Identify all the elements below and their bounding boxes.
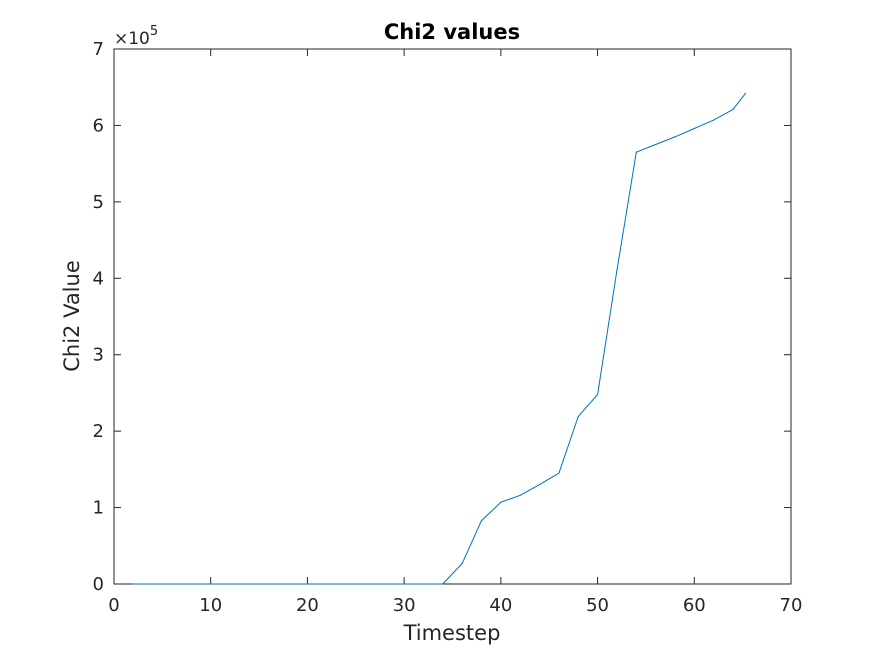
data-point (694, 128, 695, 129)
y-axis-exponent: 5 (150, 24, 158, 39)
x-tick-label: 0 (108, 595, 119, 616)
plot-area (114, 49, 791, 584)
data-point (597, 394, 598, 395)
chart-title: Chi2 values (384, 20, 520, 44)
data-point (520, 495, 521, 496)
data-point (442, 583, 443, 584)
data-point (462, 563, 463, 564)
y-tick-label: 6 (93, 115, 104, 136)
data-point (655, 144, 656, 145)
y-tick-label: 0 (93, 574, 104, 595)
data-point (616, 270, 617, 271)
x-tick-label: 70 (780, 595, 803, 616)
data-point (133, 583, 134, 584)
data-point (404, 583, 405, 584)
data-point (210, 583, 211, 584)
data-point (481, 520, 482, 521)
x-tick-label: 60 (683, 595, 706, 616)
x-tick-label: 10 (199, 595, 222, 616)
y-tick-label: 3 (93, 345, 104, 366)
x-tick-label: 40 (489, 595, 512, 616)
y-tick-label: 1 (93, 498, 104, 519)
x-tick-label: 30 (393, 595, 416, 616)
data-point (578, 416, 579, 417)
data-point (713, 120, 714, 121)
x-axis-label: Timestep (403, 621, 501, 645)
y-tick-label: 5 (93, 192, 104, 213)
data-point (307, 583, 308, 584)
data-point (539, 484, 540, 485)
y-tick-label: 7 (93, 39, 104, 60)
data-point (732, 109, 733, 110)
x-tick-label: 50 (586, 595, 609, 616)
y-axis-label: Chi2 Value (60, 260, 84, 372)
y-tick-label: 4 (93, 268, 104, 289)
data-point (636, 152, 637, 153)
x-tick-label: 20 (296, 595, 319, 616)
data-point (674, 136, 675, 137)
y-axis-multiplier: ×10 (114, 29, 150, 49)
data-point (745, 93, 746, 94)
data-point (558, 473, 559, 474)
y-tick-label: 2 (93, 421, 104, 442)
data-point (500, 502, 501, 503)
